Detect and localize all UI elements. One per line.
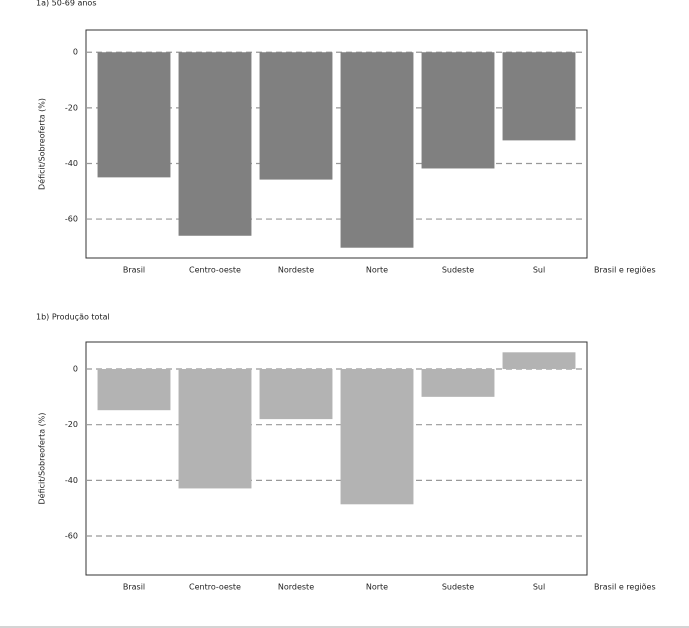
- x-tick-label: Centro-oeste: [189, 583, 241, 592]
- bar: [97, 369, 171, 411]
- bar: [178, 369, 252, 489]
- x-tick-label: Norte: [366, 266, 388, 275]
- chart-title: 1a) 50-69 anos: [36, 0, 96, 8]
- plot-frame: [85, 29, 588, 259]
- bar: [97, 52, 171, 178]
- chart-title: 1b) Produção total: [36, 313, 110, 322]
- x-tick-label: Centro-oeste: [189, 266, 241, 275]
- y-tick-label: -60: [65, 215, 78, 224]
- y-tick-label: -20: [65, 420, 78, 429]
- x-tick-label: Sudeste: [442, 583, 474, 592]
- y-tick-label: -40: [65, 159, 78, 168]
- bar: [421, 52, 495, 169]
- bar: [502, 352, 576, 370]
- x-tick-label: Brasil: [123, 266, 145, 275]
- bar: [259, 52, 333, 180]
- x-axis-label: Brasil e regiões: [594, 583, 656, 592]
- bar: [340, 369, 414, 505]
- y-tick-label: 0: [73, 365, 78, 374]
- y-tick-label: -20: [65, 103, 78, 112]
- x-axis-label: Brasil e regiões: [594, 266, 656, 275]
- bar: [178, 52, 252, 236]
- x-tick-label: Nordeste: [278, 583, 314, 592]
- x-tick-label: Norte: [366, 583, 388, 592]
- bar: [340, 52, 414, 248]
- plot-frame: [85, 341, 588, 576]
- x-tick-label: Nordeste: [278, 266, 314, 275]
- bar: [421, 369, 495, 397]
- x-tick-label: Sul: [533, 583, 545, 592]
- x-tick-label: Sudeste: [442, 266, 474, 275]
- bar: [502, 52, 576, 141]
- bar: [259, 369, 333, 420]
- y-tick-label: -60: [65, 532, 78, 541]
- y-axis-label: Déficit/Sobreoferta (%): [37, 412, 47, 504]
- x-tick-label: Brasil: [123, 583, 145, 592]
- y-tick-label: 0: [73, 48, 78, 57]
- y-tick-label: -40: [65, 476, 78, 485]
- x-tick-label: Sul: [533, 266, 545, 275]
- y-axis-label: Déficit/Sobreoferta (%): [37, 98, 47, 190]
